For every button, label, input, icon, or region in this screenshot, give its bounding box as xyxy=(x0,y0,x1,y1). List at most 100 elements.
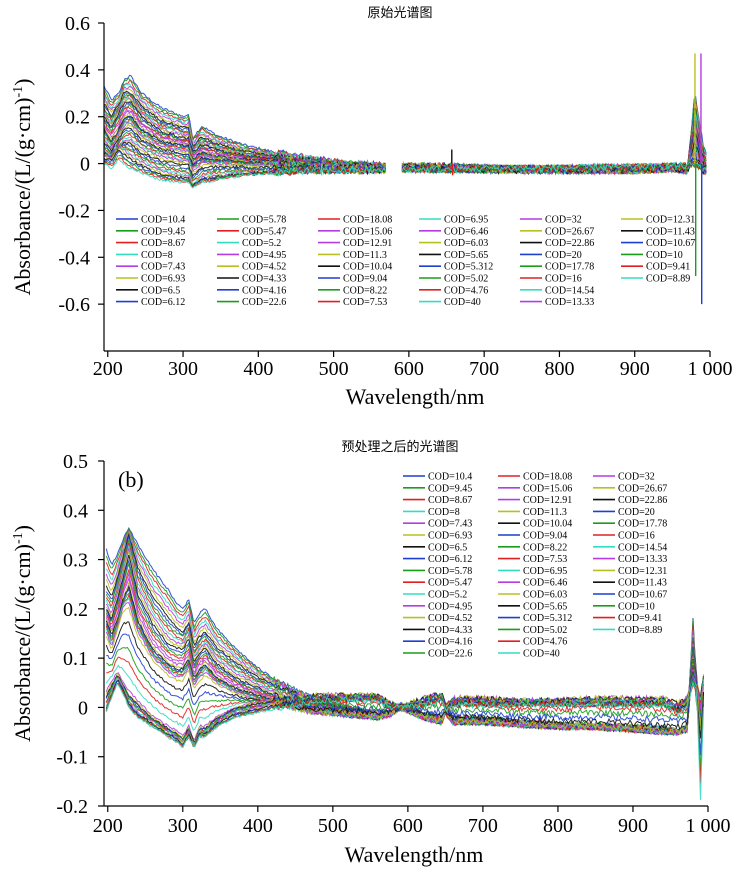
legend-item: COD=4.52 xyxy=(403,613,472,624)
legend-item: COD=6.93 xyxy=(116,274,185,285)
x-tick-label: 500 xyxy=(318,815,348,837)
legend-label: COD=8.89 xyxy=(618,625,662,636)
legend-item: COD=8.89 xyxy=(593,625,662,636)
legend-item: COD=11.43 xyxy=(593,578,667,589)
legend-label: COD=7.53 xyxy=(343,297,387,308)
legend-label: COD=4.33 xyxy=(428,625,472,636)
legend-label: COD=10.4 xyxy=(141,215,185,226)
legend-label: COD=9.04 xyxy=(343,274,387,285)
series-line xyxy=(105,680,704,801)
legend-label: COD=6.12 xyxy=(428,554,472,565)
legend-item: COD=6.95 xyxy=(498,566,567,577)
legend-item: COD=17.78 xyxy=(593,519,667,530)
legend-label: COD=18.08 xyxy=(343,215,392,226)
legend-label: COD=6.5 xyxy=(141,285,180,296)
legend-label: COD=7.53 xyxy=(523,554,567,565)
legend-item: COD=5.47 xyxy=(217,226,286,237)
legend-item: COD=6.46 xyxy=(419,226,488,237)
legend-item: COD=8.22 xyxy=(498,542,567,553)
legend-label: COD=6.46 xyxy=(523,578,567,589)
chart-title: 预处理之后的光谱图 xyxy=(341,439,458,455)
series-line xyxy=(104,90,707,174)
legend-label: COD=15.06 xyxy=(343,226,392,237)
y-tick-label: -0.4 xyxy=(58,247,90,269)
legend-label: COD=11.43 xyxy=(646,226,695,237)
legend-label: COD=22.86 xyxy=(545,238,594,249)
legend-item: COD=15.06 xyxy=(318,226,392,237)
legend-item: COD=14.54 xyxy=(593,542,667,553)
legend-label: COD=17.78 xyxy=(618,519,667,530)
legend-item: COD=4.33 xyxy=(217,274,286,285)
legend-label: COD=9.45 xyxy=(141,226,185,237)
legend-label: COD=5.312 xyxy=(444,262,493,273)
legend-label: COD=4.16 xyxy=(428,637,472,648)
legend-item: COD=6.5 xyxy=(116,285,180,296)
legend-label: COD=10.67 xyxy=(646,238,695,249)
legend-label: COD=4.95 xyxy=(428,601,472,612)
legend-item: COD=8.89 xyxy=(621,274,690,285)
x-tick-label: 400 xyxy=(243,358,273,380)
legend-item: COD=14.54 xyxy=(520,285,594,296)
y-tick-label: 0 xyxy=(80,154,90,176)
legend-item: COD=18.08 xyxy=(498,472,572,483)
legend-item: COD=4.95 xyxy=(403,601,472,612)
legend-label: COD=8 xyxy=(428,507,460,518)
legend-item: COD=40 xyxy=(498,649,560,660)
legend-label: COD=9.41 xyxy=(618,613,662,624)
legend-item: COD=9.41 xyxy=(621,262,690,273)
legend-label: COD=10.67 xyxy=(618,590,667,601)
x-tick-label: 700 xyxy=(468,815,498,837)
legend-item: COD=4.52 xyxy=(217,262,286,273)
legend-label: COD=11.43 xyxy=(618,578,667,589)
legend-item: COD=8 xyxy=(403,507,460,518)
legend-label: COD=6.5 xyxy=(428,542,467,553)
legend-label: COD=5.312 xyxy=(523,613,572,624)
legend-item: COD=16 xyxy=(520,274,582,285)
legend-label: COD=26.67 xyxy=(545,226,594,237)
legend-item: COD=5.02 xyxy=(498,625,567,636)
y-tick-label: 0.4 xyxy=(65,60,90,82)
legend-label: COD=4.52 xyxy=(428,613,472,624)
series-line xyxy=(104,88,707,176)
legend-label: COD=6.03 xyxy=(523,590,567,601)
y-tick-label: 0.2 xyxy=(63,599,88,621)
legend-item: COD=4.16 xyxy=(403,637,472,648)
chart-panel-1: 原始光谱图 200 300 400 500 600 700 800 900 1 000 -0.6 -0… xyxy=(10,6,733,409)
legend-item: COD=5.47 xyxy=(403,578,472,589)
chart-title: 原始光谱图 xyxy=(367,6,432,21)
legend: COD=10.4COD=9.45COD=8.67COD=8COD=7.43COD… xyxy=(403,472,667,660)
y-tick-label: 0.5 xyxy=(63,451,88,473)
y-tick-label: 0 xyxy=(78,697,88,719)
legend-label: COD=17.78 xyxy=(545,262,594,273)
legend-label: COD=9.04 xyxy=(523,531,567,542)
legend-label: COD=40 xyxy=(523,649,560,660)
legend-item: COD=12.31 xyxy=(593,566,667,577)
legend-item: COD=6.46 xyxy=(498,578,567,589)
legend-item: COD=10.04 xyxy=(498,519,572,530)
legend-label: COD=6.12 xyxy=(141,297,185,308)
legend-label: COD=4.76 xyxy=(444,285,488,296)
chart-panel-2: 预处理之后的光谱图 (b) 200 300 400 500 600 700 800 900 1 00… xyxy=(10,439,731,867)
legend-label: COD=4.16 xyxy=(242,285,286,296)
x-tick-label: 200 xyxy=(93,815,123,837)
x-tick-label: 900 xyxy=(618,815,648,837)
legend-item: COD=17.78 xyxy=(520,262,594,273)
legend-item: COD=6.5 xyxy=(403,542,467,553)
x-tick-label: 300 xyxy=(168,815,198,837)
x-tick-label: 500 xyxy=(319,358,349,380)
legend-label: COD=26.67 xyxy=(618,483,667,494)
series-lines xyxy=(104,53,707,305)
legend-item: COD=18.08 xyxy=(318,215,392,226)
legend-item: COD=9.45 xyxy=(116,226,185,237)
legend-label: COD=5.47 xyxy=(428,578,472,589)
legend-label: COD=14.54 xyxy=(545,285,594,296)
legend-item: COD=40 xyxy=(419,297,481,308)
legend-label: COD=20 xyxy=(545,250,582,261)
legend-label: COD=5.47 xyxy=(242,226,286,237)
legend-label: COD=5.78 xyxy=(428,566,472,577)
legend-item: COD=10 xyxy=(621,250,683,261)
x-tick-label: 600 xyxy=(394,358,424,380)
legend-item: COD=26.67 xyxy=(520,226,594,237)
legend-item: COD=9.45 xyxy=(403,483,472,494)
